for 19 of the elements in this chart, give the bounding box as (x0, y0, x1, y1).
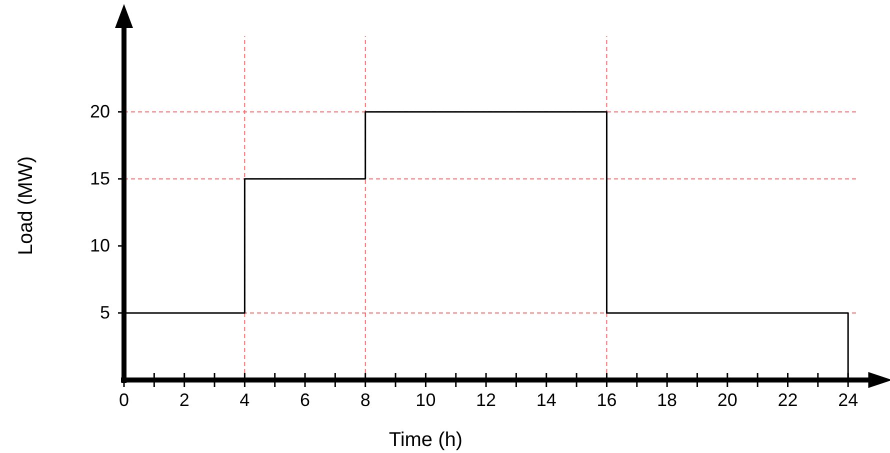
x-tick-label: 12 (476, 390, 496, 410)
x-tick-label: 2 (179, 390, 190, 410)
x-tick-label: 24 (838, 390, 858, 410)
x-tick-label: 20 (717, 390, 738, 410)
x-tick-label: 16 (596, 390, 617, 410)
y-tick-label: 10 (90, 236, 110, 256)
x-tick-label: 6 (300, 390, 310, 410)
x-tick-label: 14 (536, 390, 556, 410)
x-tick-label: 8 (360, 390, 370, 410)
y-tick-label: 5 (100, 302, 110, 323)
y-axis-title: Load (MW) (15, 156, 37, 256)
x-tick-label: 18 (657, 390, 678, 410)
x-tick-label: 22 (778, 390, 798, 410)
x-tick-label: 4 (240, 390, 250, 410)
y-tick-label: 20 (90, 102, 110, 122)
x-tick-label: 10 (416, 390, 436, 410)
x-axis-title: Time (h) (388, 429, 463, 451)
y-tick-label: 15 (90, 168, 110, 189)
x-tick-label: 0 (118, 390, 130, 410)
